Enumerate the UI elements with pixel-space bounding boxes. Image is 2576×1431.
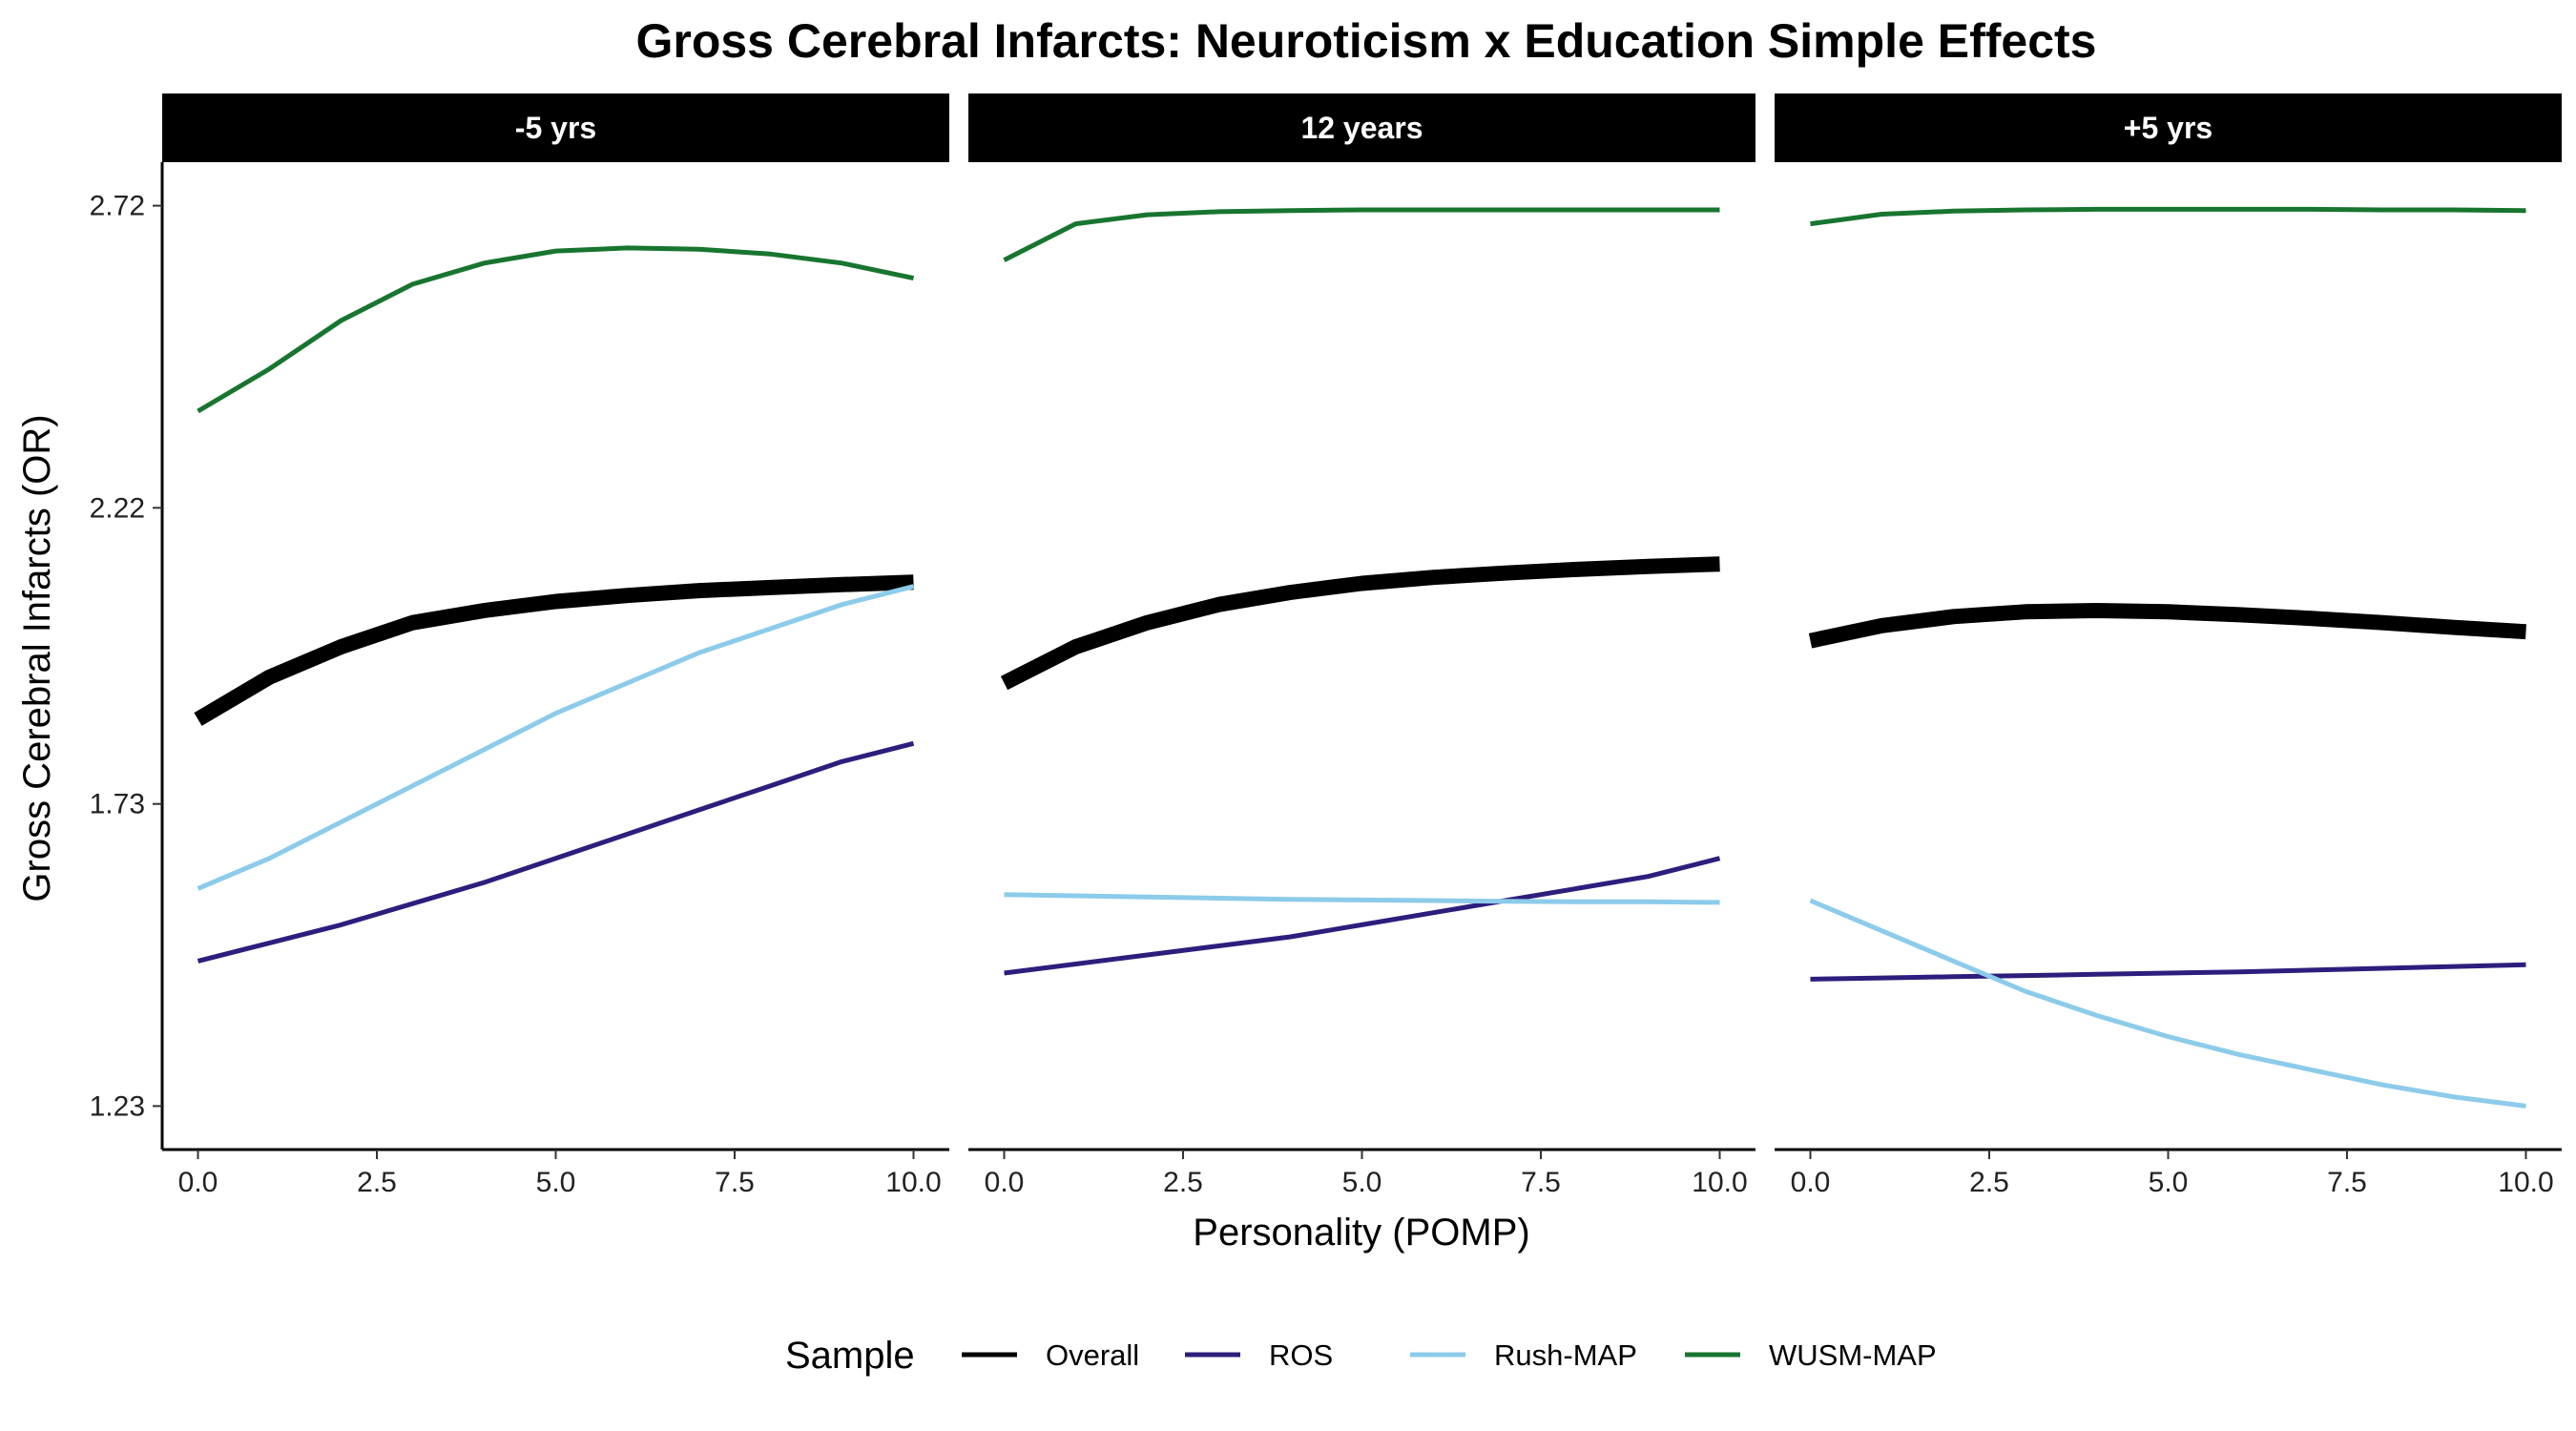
series-line-overall	[1808, 603, 2526, 649]
x-tick-label: 2.5	[1969, 1167, 2009, 1198]
x-tick-label: 7.5	[2327, 1167, 2367, 1198]
series-line-ros	[1004, 856, 1721, 976]
series-line-wusm-map	[1810, 206, 2526, 227]
legend-label: Overall	[1046, 1338, 1139, 1372]
legend-item: Overall	[962, 1338, 1139, 1372]
panel-strip	[968, 93, 1755, 162]
y-tick-label: 2.22	[90, 492, 145, 524]
x-tick-label: 5.0	[2149, 1167, 2189, 1198]
y-axis-title: Gross Cerebral Infarcts (OR)	[16, 414, 58, 902]
legend-item: Rush-MAP	[1410, 1338, 1637, 1372]
y-tick-label: 2.72	[90, 191, 145, 222]
series-line-overall	[1000, 556, 1720, 691]
legend: Sample Overall ROS Rush-MAP WUSM-MAP	[785, 1335, 1937, 1377]
x-tick-label: 5.0	[536, 1167, 576, 1198]
legend-title: Sample	[785, 1335, 915, 1377]
chart-title: Gross Cerebral Infarcts: Neuroticism x E…	[635, 14, 2096, 68]
legend-item: ROS	[1185, 1338, 1333, 1372]
series-line-rush-map	[1004, 892, 1720, 905]
legend-label: WUSM-MAP	[1769, 1338, 1937, 1372]
x-tick-label: 2.5	[1163, 1167, 1203, 1198]
x-axis-title: Personality (POMP)	[1193, 1212, 1529, 1254]
x-tick-label: 10.0	[1692, 1167, 1747, 1198]
panels: -5 yrs 0.0 2.5 5.0 7.5 10.0 1.23 1.73 2.22 2.72 12…	[90, 93, 2562, 1198]
series-line-wusm-map	[1003, 207, 1720, 262]
x-tick-label: 7.5	[1521, 1167, 1561, 1198]
legend-label: ROS	[1269, 1338, 1333, 1372]
y-tick-label: 1.73	[90, 789, 145, 820]
x-tick-label: 0.0	[985, 1167, 1025, 1198]
panel-3: +5 yrs 0.0 2.5 5.0 7.5 10.0	[1775, 93, 2562, 1198]
panel-strip-label: +5 yrs	[2124, 111, 2212, 145]
legend-item: WUSM-MAP	[1685, 1338, 1937, 1372]
series-line-ros	[197, 740, 915, 964]
x-tick-label: 0.0	[1791, 1167, 1831, 1198]
panel-strip-label: 12 years	[1300, 111, 1423, 145]
panel-strip-label: -5 yrs	[515, 111, 596, 145]
panel-strip	[1775, 93, 2562, 162]
series-line-rush-map	[197, 584, 915, 891]
x-tick-label: 10.0	[2498, 1167, 2553, 1198]
panel-strip	[162, 93, 949, 162]
series-line-rush-map	[1809, 898, 2526, 1109]
x-tick-label: 7.5	[715, 1167, 755, 1198]
x-tick-label: 0.0	[178, 1167, 218, 1198]
x-tick-label: 2.5	[357, 1167, 397, 1198]
legend-label: Rush-MAP	[1494, 1338, 1637, 1372]
series-line-wusm-map	[197, 245, 915, 414]
series-line-ros	[1810, 962, 2526, 982]
y-tick-label: 1.23	[90, 1090, 145, 1122]
panel-1: -5 yrs 0.0 2.5 5.0 7.5 10.0 1.23 1.73 2.22 2.72	[90, 93, 949, 1198]
x-tick-label: 5.0	[1342, 1167, 1382, 1198]
x-tick-label: 10.0	[885, 1167, 941, 1198]
series-line-overall	[194, 574, 914, 726]
panel-2: 12 years 0.0 2.5 5.0 7.5 10.0	[968, 93, 1755, 1198]
